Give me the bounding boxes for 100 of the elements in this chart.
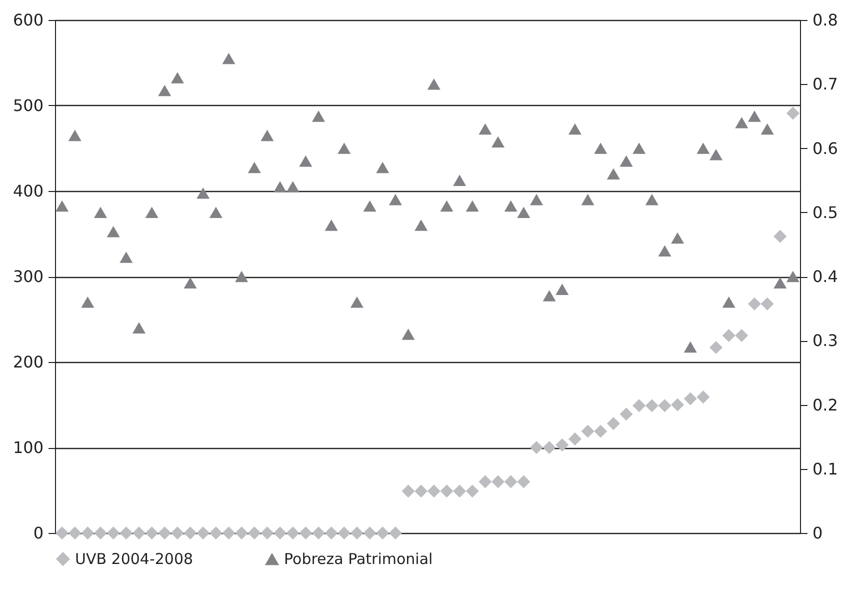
legend-label: Pobreza Patrimonial bbox=[284, 550, 433, 568]
point bbox=[492, 136, 505, 148]
point bbox=[440, 200, 454, 212]
point bbox=[735, 328, 748, 342]
point bbox=[504, 200, 518, 212]
point bbox=[427, 484, 440, 498]
y2-tick-label: 0.7 bbox=[812, 74, 838, 94]
point bbox=[274, 181, 287, 192]
point bbox=[466, 200, 479, 212]
point bbox=[414, 484, 428, 498]
point bbox=[414, 220, 428, 231]
point bbox=[338, 142, 351, 154]
y2-tick-label: 0.2 bbox=[812, 395, 838, 414]
point bbox=[427, 78, 440, 90]
point bbox=[388, 526, 402, 540]
point bbox=[184, 526, 197, 540]
point bbox=[286, 181, 300, 192]
point bbox=[158, 84, 172, 96]
point bbox=[324, 526, 338, 540]
point bbox=[363, 526, 376, 540]
y-tick-label: 0 bbox=[33, 524, 44, 542]
y2-tick-label: 0.3 bbox=[812, 331, 838, 350]
point bbox=[56, 200, 69, 212]
point bbox=[671, 232, 684, 244]
point bbox=[748, 110, 761, 122]
point bbox=[786, 270, 800, 282]
point bbox=[581, 424, 594, 438]
point bbox=[312, 110, 326, 122]
point bbox=[774, 277, 787, 289]
point bbox=[260, 130, 274, 142]
point bbox=[170, 72, 184, 84]
y-tick-label: 100 bbox=[12, 438, 44, 457]
point bbox=[632, 399, 646, 412]
y-tick-label: 400 bbox=[12, 182, 44, 200]
y2-tick-label: 0 bbox=[812, 524, 823, 542]
point bbox=[120, 526, 133, 540]
point bbox=[338, 526, 351, 540]
point bbox=[517, 206, 530, 218]
point bbox=[684, 341, 697, 353]
point bbox=[620, 408, 633, 421]
point bbox=[594, 424, 608, 438]
point bbox=[106, 526, 120, 540]
point bbox=[222, 526, 236, 540]
point bbox=[388, 194, 402, 206]
point bbox=[632, 142, 646, 154]
point bbox=[402, 484, 415, 498]
point bbox=[312, 526, 326, 540]
point bbox=[196, 187, 210, 199]
point bbox=[542, 440, 556, 454]
point bbox=[530, 440, 544, 454]
point bbox=[568, 123, 582, 135]
point bbox=[299, 526, 312, 540]
point bbox=[581, 194, 594, 206]
point bbox=[760, 123, 774, 135]
point bbox=[645, 399, 658, 412]
y-tick-label: 300 bbox=[12, 267, 44, 286]
y2-tick-label: 0.8 bbox=[812, 10, 838, 30]
y-tick-label: 600 bbox=[12, 10, 44, 30]
point bbox=[542, 290, 556, 302]
point bbox=[594, 142, 608, 154]
point bbox=[492, 475, 505, 488]
point bbox=[556, 438, 569, 452]
point bbox=[671, 398, 684, 412]
point bbox=[170, 526, 184, 540]
point bbox=[132, 322, 146, 334]
point bbox=[286, 526, 300, 540]
point bbox=[68, 130, 82, 142]
point bbox=[453, 174, 466, 186]
legend-label: UVB 2004-2008 bbox=[75, 550, 194, 568]
point bbox=[145, 526, 158, 540]
point bbox=[606, 417, 620, 430]
y2-tick-label: 0.1 bbox=[812, 459, 838, 478]
point bbox=[620, 155, 633, 167]
point bbox=[184, 277, 197, 289]
point bbox=[504, 475, 518, 488]
point bbox=[260, 526, 274, 540]
point bbox=[350, 526, 364, 540]
point bbox=[556, 284, 569, 295]
point bbox=[81, 526, 94, 540]
point bbox=[68, 526, 82, 540]
point bbox=[606, 168, 620, 180]
point bbox=[696, 390, 710, 404]
point bbox=[145, 206, 158, 218]
point bbox=[684, 392, 697, 406]
y2-tick-label: 0.5 bbox=[812, 202, 838, 222]
point bbox=[94, 206, 108, 218]
y-tick-label: 500 bbox=[12, 96, 44, 115]
point bbox=[568, 432, 582, 446]
point bbox=[530, 194, 544, 206]
point bbox=[106, 226, 120, 238]
point bbox=[658, 245, 672, 256]
y2-tick-label: 0.4 bbox=[812, 267, 838, 286]
y-tick-label: 200 bbox=[12, 352, 44, 372]
point bbox=[709, 340, 723, 354]
point bbox=[81, 296, 94, 308]
point bbox=[748, 297, 761, 310]
point bbox=[209, 526, 222, 540]
point bbox=[735, 116, 748, 128]
point bbox=[324, 220, 338, 231]
point bbox=[709, 149, 723, 160]
